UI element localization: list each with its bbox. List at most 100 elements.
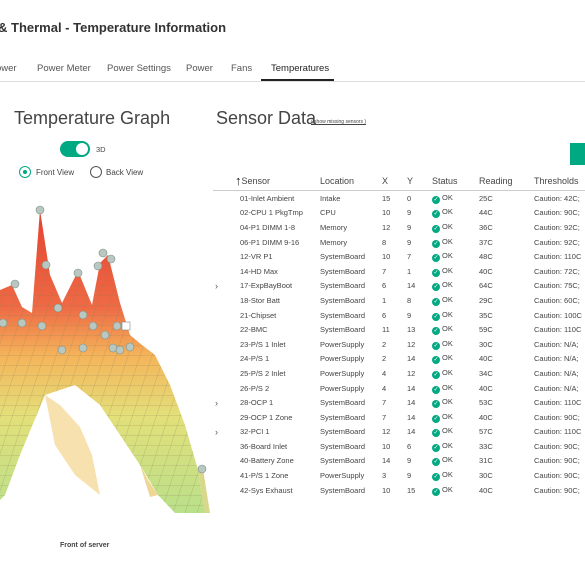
cell-reading: 40C: [479, 412, 493, 422]
table-row[interactable]: 12-VR P1 SystemBoard 10 7 ✓ OK 48C Caution: 110…: [213, 249, 585, 264]
tab-power-meter[interactable]: Power Meter: [37, 63, 91, 74]
temperature-3d-surface[interactable]: [0, 195, 212, 525]
cell-reading: 29C: [479, 295, 493, 305]
tab-fans[interactable]: Fans: [231, 63, 253, 74]
cell-y: 6: [407, 441, 412, 451]
front-of-server-caption: Front of server: [60, 542, 110, 549]
cell-sensor: 12-VR P1: [240, 252, 273, 262]
col-header-sensor[interactable]: ↑Sensor: [213, 171, 320, 191]
table-row[interactable]: 41-P/S 1 Zone PowerSupply 3 9 ✓ OK 30C Caution:…: [213, 468, 585, 483]
cell-y: 14: [407, 383, 416, 393]
cell-thresholds: Caution: 110C: [534, 252, 582, 262]
cell-sensor: 42-Sys Exhaust: [240, 485, 293, 495]
3d-toggle[interactable]: [60, 141, 90, 157]
cell-y: 9: [407, 222, 412, 232]
cell-status: ✓ OK: [432, 220, 479, 235]
ok-check-icon: ✓: [432, 283, 440, 292]
cell-y: 14: [407, 281, 416, 291]
cell-reading: 40C: [479, 354, 493, 364]
cell-y: 9: [407, 456, 412, 466]
status-text: OK: [442, 324, 453, 334]
table-row[interactable]: 26-P/S 2 PowerSupply 4 14 ✓ OK 40C Caution: N/A…: [213, 381, 585, 396]
table-row[interactable]: 32-PCI 1 SystemBoard 12 14 ✓ OK 57C Caution: 11…: [213, 425, 585, 440]
ok-check-icon: ✓: [432, 414, 440, 423]
tab-power-partial[interactable]: ower: [0, 63, 17, 74]
col-header-thresholds[interactable]: Thresholds: [534, 171, 585, 191]
table-row[interactable]: 18-Stor Batt SystemBoard 1 8 ✓ OK 29C Caution: …: [213, 293, 585, 308]
table-row[interactable]: 21-Chipset SystemBoard 6 9 ✓ OK 35C Caution: 10…: [213, 308, 585, 323]
table-row[interactable]: 23-P/S 1 Inlet PowerSupply 2 12 ✓ OK 30C Cautio…: [213, 337, 585, 352]
cell-status: ✓ OK: [432, 235, 479, 250]
table-row[interactable]: 22-BMC SystemBoard 11 13 ✓ OK 59C Caution: 110C: [213, 322, 585, 337]
cell-x: 14: [382, 456, 391, 466]
cell-location: PowerSupply: [320, 368, 365, 378]
cell-sensor: 36-Board Inlet: [240, 441, 288, 451]
action-button[interactable]: [570, 143, 585, 165]
tab-power-settings[interactable]: Power Settings: [107, 63, 171, 74]
cell-x: 8: [382, 237, 387, 247]
cell-thresholds: Caution: 72C;: [534, 266, 580, 276]
cell-status: ✓ OK: [432, 439, 479, 454]
col-header-y[interactable]: Y: [407, 171, 432, 191]
cell-thresholds: Caution: 90C;: [534, 471, 580, 481]
col-header-status[interactable]: Status: [432, 171, 479, 191]
front-view-label: Front View: [36, 168, 75, 177]
cell-reading: 34C: [479, 368, 493, 378]
ok-check-icon: ✓: [432, 239, 440, 248]
table-header-row: ↑Sensor Location X Y Status Reading Thre…: [213, 171, 585, 191]
cell-reading: 48C: [479, 252, 493, 262]
cell-status: ✓ OK: [432, 293, 479, 308]
cell-sensor: 32-PCI 1: [240, 427, 270, 437]
expand-chevron-icon[interactable]: ›: [215, 427, 218, 437]
col-header-reading[interactable]: Reading: [479, 171, 534, 191]
cell-reading: 37C: [479, 237, 493, 247]
cell-status: ✓ OK: [432, 468, 479, 483]
ok-check-icon: ✓: [432, 224, 440, 233]
tab-temperatures[interactable]: Temperatures: [271, 63, 330, 74]
ok-check-icon: ✓: [432, 429, 440, 438]
cell-location: Memory: [320, 222, 348, 232]
cell-sensor: 02-CPU 1 PkgTmp: [240, 208, 303, 218]
cell-thresholds: Caution: N/A;: [534, 354, 579, 364]
table-row[interactable]: 36-Board Inlet SystemBoard 10 6 ✓ OK 33C Cautio…: [213, 439, 585, 454]
table-row[interactable]: 29-OCP 1 Zone SystemBoard 7 14 ✓ OK 40C Caution…: [213, 410, 585, 425]
cell-status: ✓ OK: [432, 249, 479, 264]
cell-sensor: 28-OCP 1: [240, 398, 274, 408]
show-missing-sensors-link[interactable]: ( show missing sensors ): [311, 119, 367, 125]
cell-thresholds: Caution: 90C;: [534, 208, 580, 218]
table-row[interactable]: 14-HD Max SystemBoard 7 1 ✓ OK 40C Caution: 72C…: [213, 264, 585, 279]
cell-y: 1: [407, 266, 412, 276]
tab-bar: ower Power Meter Power Settings Power Fa…: [0, 56, 585, 82]
expand-chevron-icon[interactable]: ›: [215, 281, 218, 291]
table-row[interactable]: 42-Sys Exhaust SystemBoard 10 15 ✓ OK 40C Cauti…: [213, 483, 585, 498]
ok-check-icon: ✓: [432, 341, 440, 350]
table-row[interactable]: 04-P1 DIMM 1-8 Memory 12 9 ✓ OK 36C Caution: 92…: [213, 220, 585, 235]
cell-x: 12: [382, 427, 391, 437]
table-row[interactable]: 40-Battery Zone SystemBoard 14 9 ✓ OK 31C Cauti…: [213, 454, 585, 469]
cell-location: SystemBoard: [320, 485, 366, 495]
status-text: OK: [442, 265, 453, 275]
cell-x: 1: [382, 295, 387, 305]
cell-y: 9: [407, 471, 412, 481]
table-row[interactable]: 28-OCP 1 SystemBoard 7 14 ✓ OK 53C Caution: 110…: [213, 395, 585, 410]
table-row[interactable]: 24-P/S 1 PowerSupply 2 14 ✓ OK 40C Caution: N/A…: [213, 352, 585, 367]
col-header-location[interactable]: Location: [320, 171, 382, 191]
table-row[interactable]: 17-ExpBayBoot SystemBoard 6 14 ✓ OK 64C Caution…: [213, 279, 585, 294]
cell-status: ✓ OK: [432, 352, 479, 367]
status-text: OK: [442, 207, 453, 217]
cell-location: SystemBoard: [320, 412, 366, 422]
expand-chevron-icon[interactable]: ›: [215, 398, 218, 408]
tab-power[interactable]: Power: [186, 63, 213, 74]
back-view-radio[interactable]: [90, 166, 102, 178]
table-row[interactable]: 06-P1 DIMM 9-16 Memory 8 9 ✓ OK 37C Caution: 92…: [213, 235, 585, 250]
table-row[interactable]: 01-Inlet Ambient Intake 15 0 ✓ OK 25C Caution: …: [213, 191, 585, 206]
front-view-radio[interactable]: [19, 166, 31, 178]
cell-location: SystemBoard: [320, 441, 366, 451]
col-header-x[interactable]: X: [382, 171, 407, 191]
cell-x: 12: [382, 222, 391, 232]
sensor-markers: [0, 205, 207, 474]
cell-status: ✓ OK: [432, 454, 479, 469]
table-row[interactable]: 02-CPU 1 PkgTmp CPU 10 9 ✓ OK 44C Caution: 90C;: [213, 206, 585, 221]
status-text: OK: [442, 426, 453, 436]
table-row[interactable]: 25-P/S 2 Inlet PowerSupply 4 12 ✓ OK 34C Cautio…: [213, 366, 585, 381]
